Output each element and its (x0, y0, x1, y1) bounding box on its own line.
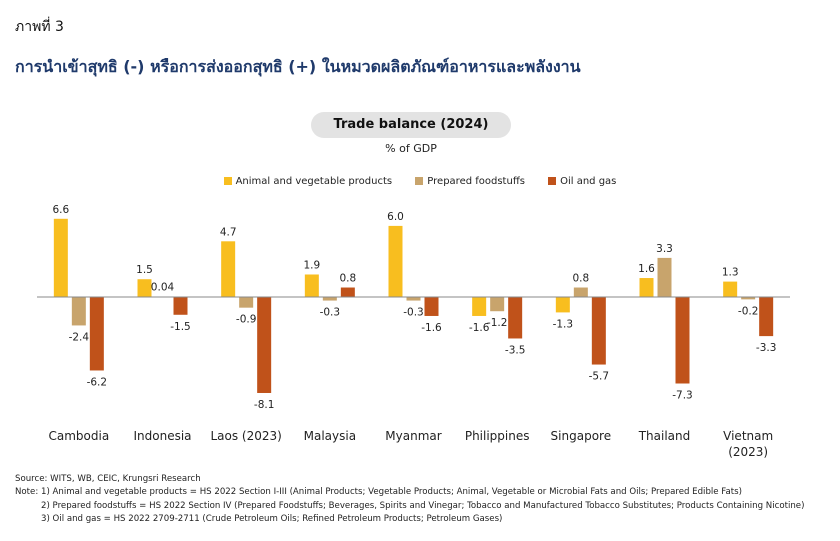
source-note: Source: WITS, WB, CEIC, Krungsri Researc… (15, 474, 201, 484)
bar (508, 297, 523, 339)
data-label: 1.6 (638, 263, 655, 275)
data-label: -0.2 (738, 305, 759, 317)
category-label: Thailand (638, 429, 691, 443)
bar (675, 297, 690, 384)
category-label: Malaysia (304, 429, 356, 443)
bar (591, 297, 606, 365)
data-label: 1.9 (303, 259, 320, 271)
legend-swatch-oil-gas (548, 177, 557, 185)
category-label: Myanmar (385, 429, 441, 443)
bar (741, 297, 756, 300)
data-label: 6.6 (52, 204, 69, 216)
legend-item-prepared-foodstuffs: Prepared foodstuffs (415, 176, 525, 187)
bar (723, 281, 738, 297)
category-label: Cambodia (48, 429, 109, 443)
category-label: Vietnam (723, 429, 773, 443)
chart-title: Trade balance (2024) (311, 112, 511, 138)
category-label: (2023) (728, 445, 768, 459)
data-label: 0.04 (151, 282, 175, 294)
chart-unit: % of GDP (385, 142, 437, 155)
data-label: -0.3 (403, 307, 424, 319)
data-label: -8.1 (254, 399, 275, 411)
legend-label-oil-gas: Oil and gas (560, 176, 617, 187)
data-label: 1.5 (136, 264, 153, 276)
data-label: -5.7 (589, 371, 610, 383)
legend-item-animal-vegetable: Animal and vegetable products (223, 176, 393, 187)
category-label: Philippines (465, 429, 530, 443)
data-label: -1.6 (469, 322, 490, 334)
data-label: 0.8 (339, 273, 356, 285)
data-label: -1.5 (170, 321, 191, 333)
legend-swatch-prepared-foodstuffs (415, 177, 424, 185)
bar (53, 218, 68, 297)
data-label: -3.5 (505, 344, 526, 356)
bar (257, 297, 272, 393)
data-label: 6.0 (387, 211, 404, 223)
data-label: -2.4 (69, 331, 90, 343)
chart-legend: Animal and vegetable products Prepared f… (0, 176, 840, 187)
category-label: Indonesia (133, 429, 191, 443)
data-label: 0.8 (572, 273, 589, 285)
bar (239, 297, 254, 308)
bar (657, 257, 672, 297)
data-label: -7.3 (672, 390, 693, 402)
bar (340, 287, 355, 297)
legend-item-oil-gas: Oil and gas (548, 176, 616, 187)
data-label: 3.3 (656, 243, 673, 255)
bar (424, 297, 439, 316)
note-2: 2) Prepared foodstuffs = HS 2022 Section… (41, 500, 805, 511)
category-label: Singapore (551, 429, 612, 443)
bar (322, 297, 337, 301)
bar (71, 297, 86, 326)
data-label: -6.2 (87, 376, 108, 388)
bar (490, 297, 505, 312)
bar (388, 225, 403, 297)
data-label: 4.7 (220, 226, 237, 238)
chart-notes: Source: WITS, WB, CEIC, Krungsri Researc… (15, 473, 804, 527)
legend-label-animal-vegetable: Animal and vegetable products (235, 176, 393, 187)
figure-title: การนำเข้าสุทธิ (-) หรือการส่งออกสุทธิ (+… (15, 57, 581, 76)
category-label: Laos (2023) (210, 429, 281, 443)
data-label: -1.6 (421, 322, 442, 334)
note-1: Note: 1) Animal and vegetable products =… (15, 487, 742, 498)
data-label: -1.2 (487, 317, 508, 329)
bar-chart: 6.6 -2.4 -6.2 Cambodia 1.5 0.04 -1.5 Indonesia 4… (37, 204, 790, 459)
bar (406, 297, 421, 301)
bar (759, 297, 774, 337)
legend-label-prepared-foodstuffs: Prepared foodstuffs (427, 176, 525, 187)
bar (221, 241, 236, 297)
data-label: -0.9 (236, 314, 257, 326)
figure-number: ภาพที่ 3 (15, 19, 64, 35)
data-label: -0.3 (320, 307, 341, 319)
data-label: 1.3 (722, 267, 739, 279)
bar (304, 274, 319, 297)
bar (89, 297, 104, 371)
bar (573, 287, 588, 297)
bar (137, 279, 152, 297)
bar (555, 297, 570, 313)
note-3: 3) Oil and gas = HS 2022 2709-2711 (Crud… (41, 514, 503, 525)
legend-swatch-animal-vegetable (223, 177, 232, 185)
bar (173, 297, 188, 315)
data-label: -3.3 (756, 342, 777, 354)
bar (639, 278, 654, 297)
bar (472, 297, 487, 316)
data-label: -1.3 (553, 318, 574, 330)
